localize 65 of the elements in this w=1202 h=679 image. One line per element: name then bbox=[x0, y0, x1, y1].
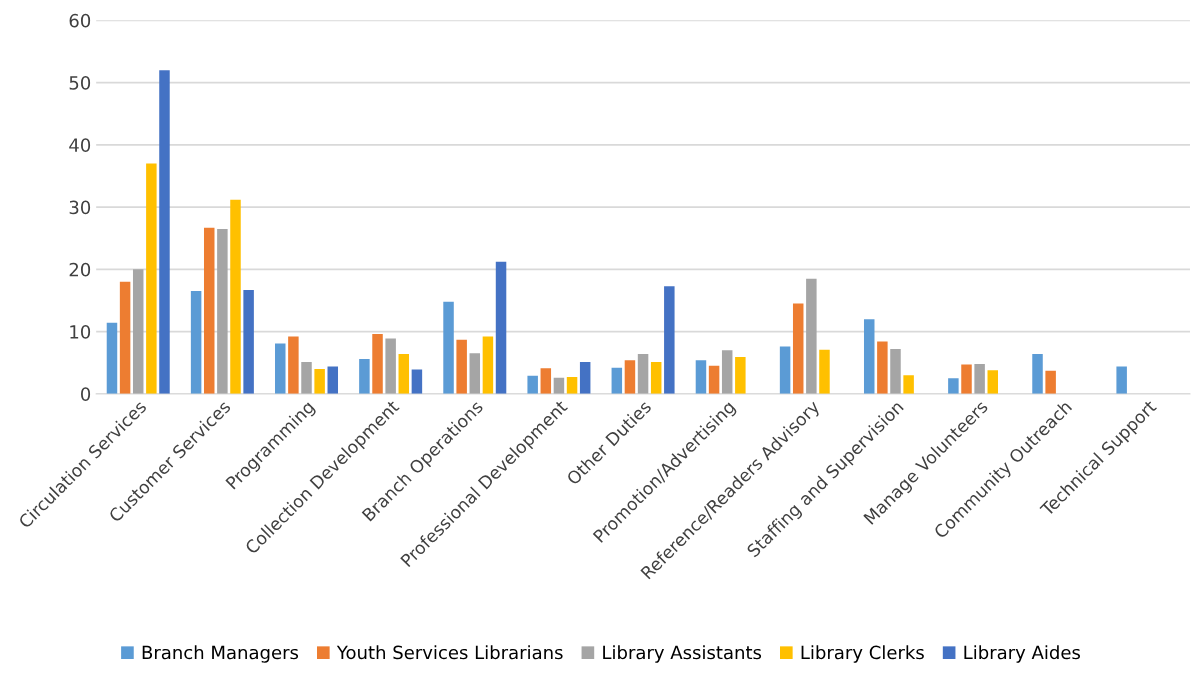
bar bbox=[779, 346, 791, 394]
bar bbox=[735, 357, 746, 394]
bar bbox=[961, 364, 972, 394]
y-tick-label: 30 bbox=[69, 200, 91, 215]
bar bbox=[708, 365, 720, 394]
bar bbox=[443, 301, 454, 394]
y-tick-label: 50 bbox=[69, 76, 91, 90]
bar bbox=[819, 349, 830, 394]
bar bbox=[456, 339, 467, 394]
bar bbox=[411, 369, 423, 394]
bar bbox=[806, 278, 817, 394]
bar bbox=[495, 261, 507, 394]
bar bbox=[1045, 370, 1056, 394]
y-tick-label: 40 bbox=[69, 138, 91, 152]
bar bbox=[650, 362, 662, 394]
bar bbox=[540, 368, 552, 394]
bar bbox=[890, 349, 901, 394]
bar bbox=[119, 281, 131, 394]
bar bbox=[611, 367, 623, 394]
bar bbox=[398, 353, 410, 394]
bar bbox=[579, 362, 591, 394]
legend-label: Library Clerks bbox=[801, 645, 924, 663]
bar bbox=[469, 353, 481, 394]
bar bbox=[372, 334, 383, 394]
bar bbox=[132, 269, 144, 394]
bar bbox=[275, 343, 286, 394]
legend-label: Youth Services Librarians bbox=[336, 645, 563, 660]
bar bbox=[948, 378, 959, 394]
bar bbox=[792, 303, 804, 394]
bar bbox=[230, 199, 241, 394]
legend-label: Library Aides bbox=[964, 645, 1081, 663]
bar bbox=[695, 360, 707, 394]
bar bbox=[327, 366, 339, 394]
bar bbox=[482, 336, 494, 394]
bar bbox=[1116, 366, 1127, 394]
bar bbox=[159, 70, 170, 394]
bar bbox=[721, 350, 733, 394]
bar bbox=[385, 338, 396, 394]
y-tick-label: 20 bbox=[69, 262, 91, 277]
bar bbox=[637, 353, 649, 394]
bar bbox=[664, 286, 675, 394]
bar bbox=[903, 375, 914, 394]
bar bbox=[288, 336, 299, 394]
bar bbox=[359, 358, 370, 394]
y-tick-label: 0 bbox=[81, 387, 91, 401]
y-tick-label: 10 bbox=[70, 325, 91, 339]
bar bbox=[301, 362, 312, 394]
bar bbox=[1032, 353, 1043, 394]
bar bbox=[624, 360, 636, 394]
legend-label: Library Assistants bbox=[603, 645, 762, 663]
bar bbox=[106, 322, 118, 394]
bar bbox=[314, 368, 325, 394]
bar bbox=[217, 228, 228, 394]
bar bbox=[974, 363, 985, 394]
legend-label: Branch Managers bbox=[142, 645, 299, 663]
bar bbox=[987, 370, 999, 394]
bar bbox=[877, 341, 888, 394]
bar bbox=[203, 227, 215, 394]
bar bbox=[527, 375, 538, 394]
bar bbox=[566, 377, 578, 394]
y-tick-label: 60 bbox=[69, 13, 91, 28]
bar bbox=[146, 163, 157, 394]
bar bbox=[190, 291, 202, 394]
bar bbox=[863, 319, 875, 394]
bar bbox=[243, 289, 254, 394]
